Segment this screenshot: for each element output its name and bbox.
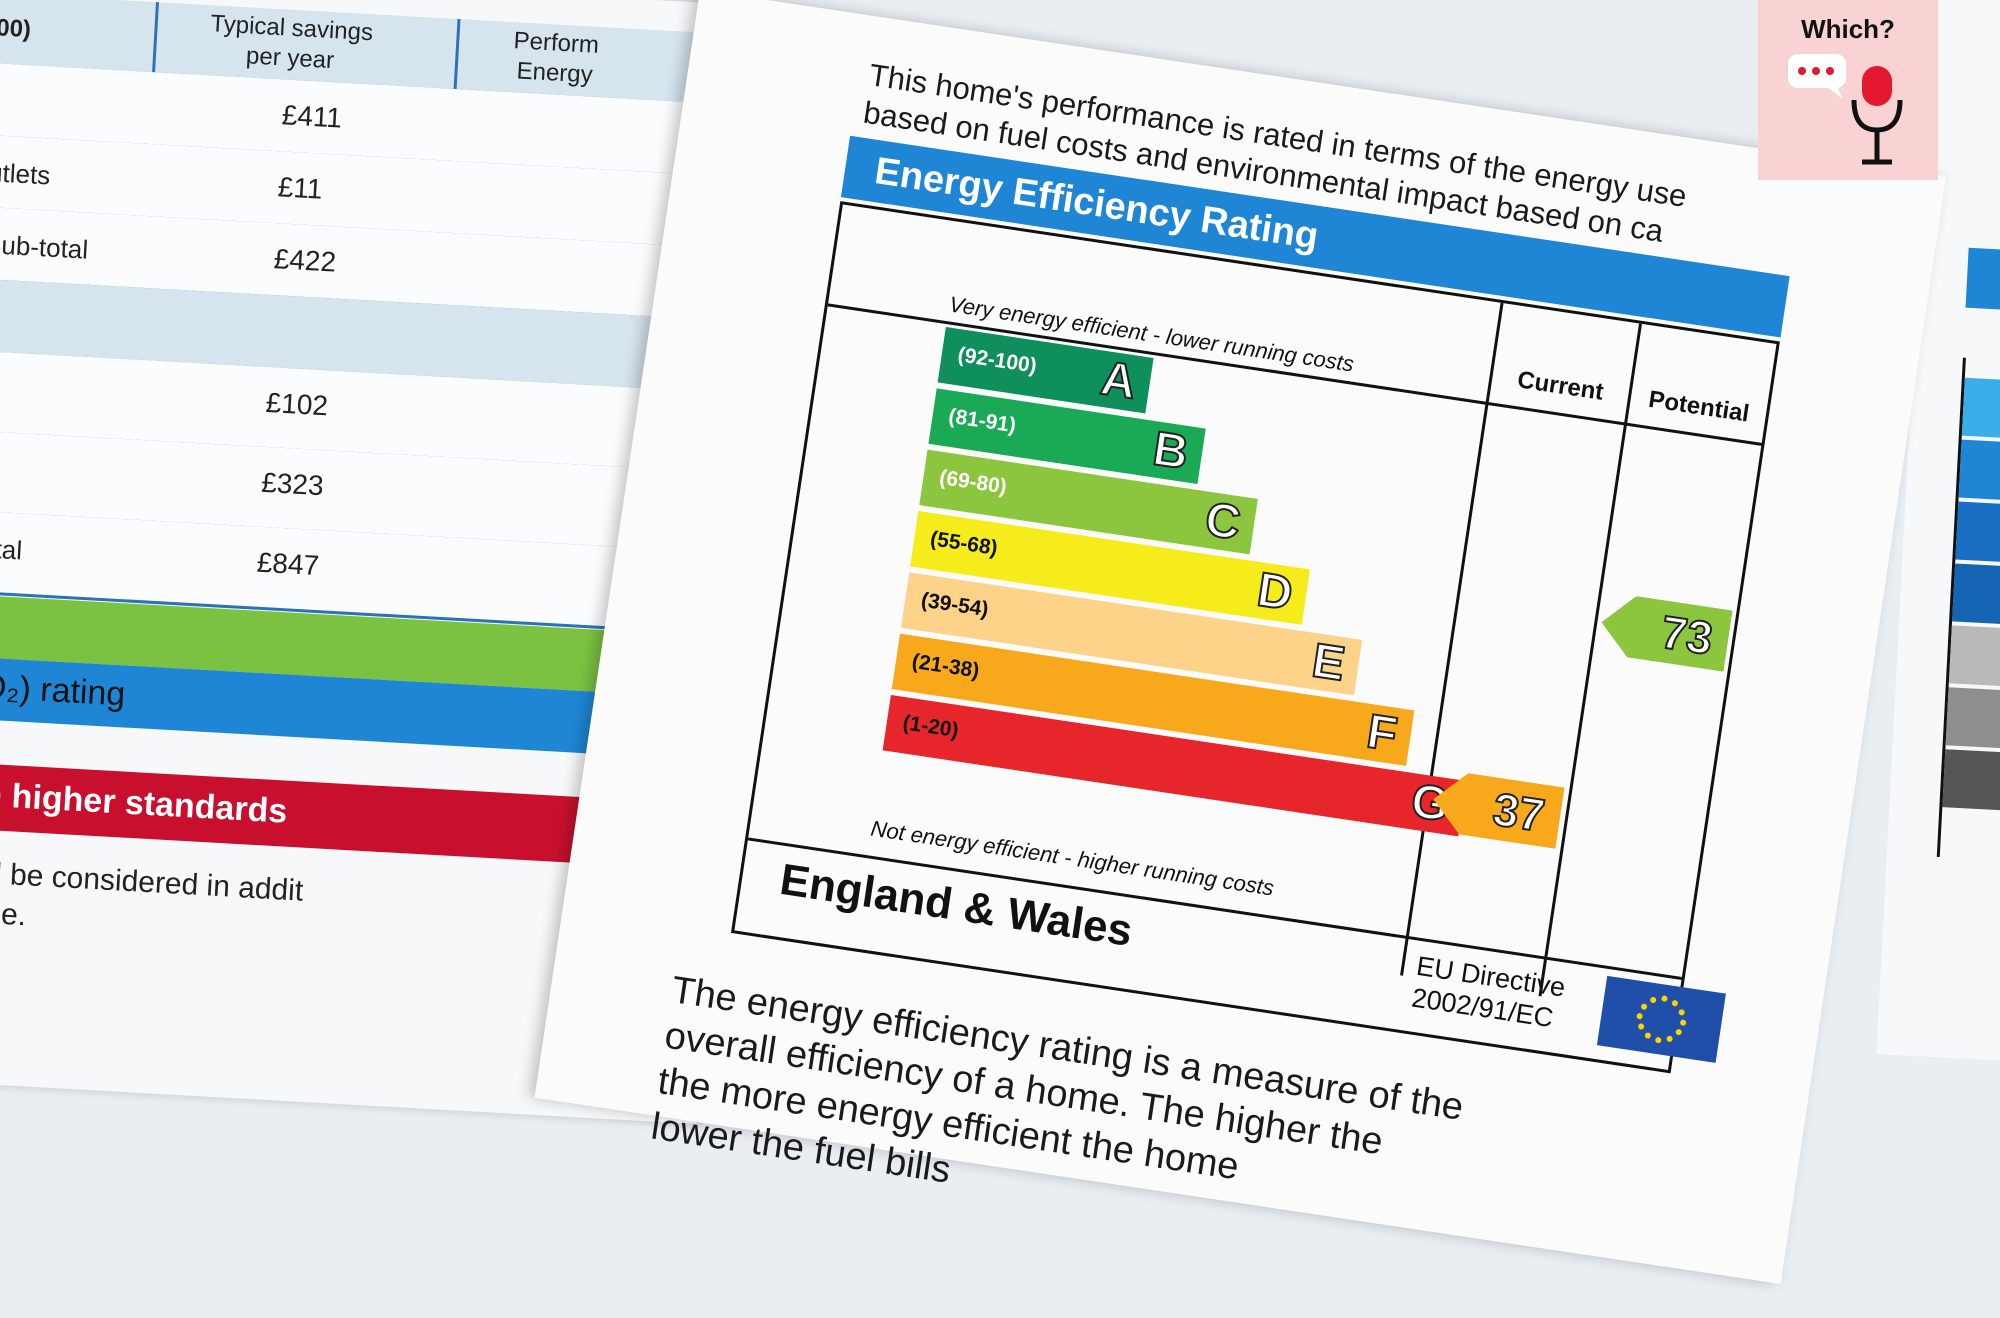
rating-chart-frame: Current Potential Very energy efficient …: [730, 201, 1780, 1074]
current-rating-value: 37: [1489, 782, 1549, 842]
band-range: (69-80): [937, 465, 1009, 499]
header-performance-text: Perform Energy: [512, 27, 600, 89]
caption-rule: [827, 303, 1489, 406]
row-label: Total: [0, 532, 23, 566]
eu-stars-icon: [1636, 995, 1687, 1044]
row-label: Sub-total: [0, 228, 89, 265]
potential-column-header: Potential: [1646, 385, 1751, 428]
header-savings-text: Typical savings per year: [209, 10, 374, 75]
right-band: [1961, 377, 2000, 444]
brand-name: Which?: [1801, 14, 1895, 44]
right-band: [1942, 749, 2000, 815]
row-value: £323: [260, 466, 325, 502]
band-range: (39-54): [919, 588, 990, 622]
right-band: [1955, 501, 2000, 568]
band-letter: D: [1253, 562, 1297, 622]
band-range: (1-20): [901, 711, 961, 743]
note-text: ould be considered in addit home.: [0, 852, 304, 952]
band-range: (21-38): [910, 649, 981, 683]
band-letter: B: [1149, 421, 1193, 481]
row-label: utlets: [0, 157, 52, 191]
epc-certificate-sheet: This home's performance is rated in term…: [534, 0, 1947, 1284]
potential-rating-arrow: 73: [1597, 592, 1733, 672]
right-band: [1945, 687, 2000, 754]
band-letter: E: [1308, 633, 1349, 692]
row-value: £411: [281, 99, 343, 134]
right-title-bar: [1965, 247, 2000, 316]
right-band: [1952, 563, 2000, 630]
band-letter: F: [1363, 704, 1402, 763]
row-value: £847: [256, 546, 320, 582]
potential-rating-value: 73: [1657, 605, 1717, 665]
eu-flag-icon: [1596, 975, 1726, 1063]
band-range: (92-100): [956, 343, 1039, 378]
band-letter: A: [1096, 351, 1140, 411]
podcast-microphone-icon: [1788, 54, 1903, 165]
right-band: [1958, 439, 2000, 506]
row-value: £102: [264, 386, 329, 422]
current-column-header: Current: [1515, 366, 1606, 406]
which-podcast-logo: Which?: [1758, 0, 1938, 180]
band-range: (55-68): [928, 527, 1000, 560]
red-band-text: ren higher standards: [0, 773, 289, 831]
right-chart-frame: [1936, 357, 2000, 865]
band-letter: C: [1201, 492, 1245, 552]
right-band: [1948, 625, 2000, 692]
band-range: (81-91): [947, 404, 1018, 438]
header-left-text: 00): [0, 14, 32, 44]
row-value: £422: [272, 243, 337, 278]
blue-band-text: CO₂) rating: [0, 666, 127, 714]
row-value: £11: [277, 171, 324, 205]
